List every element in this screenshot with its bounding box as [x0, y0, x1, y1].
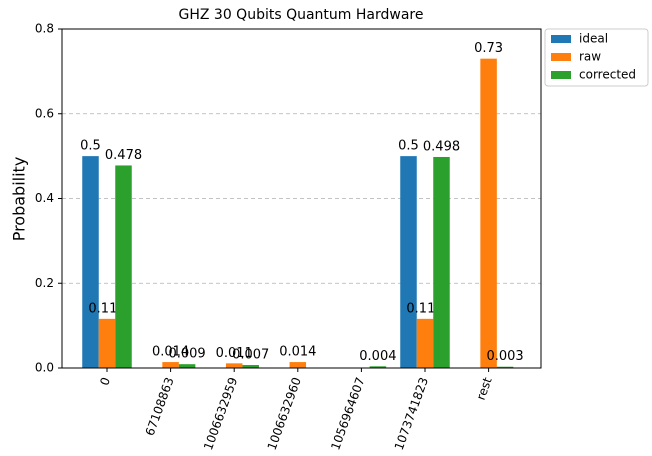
legend-label: corrected: [579, 68, 636, 82]
bar: [480, 58, 497, 368]
x-tick-label: 0: [97, 375, 113, 387]
legend-label: ideal: [579, 32, 608, 46]
x-tick-label: 1006632959: [201, 375, 240, 452]
plot-frame: [61, 28, 542, 369]
y-tick-label: 0.6: [35, 106, 54, 120]
data-label: 0.007: [232, 348, 269, 363]
x-tick-label: 1056964607: [328, 375, 367, 452]
x-tick-label: 1073741823: [392, 375, 431, 452]
bar: [115, 165, 132, 368]
data-label: 0.73: [474, 41, 503, 56]
x-tick-label: 67108863: [143, 375, 177, 437]
data-label: 0.5: [398, 139, 419, 154]
legend-label: raw: [579, 50, 601, 64]
bar: [162, 362, 179, 368]
data-label: 0.003: [486, 349, 523, 364]
y-tick-label: 0.2: [35, 276, 54, 290]
bar: [225, 363, 243, 368]
data-label: 0.011: [216, 346, 253, 361]
chart-title: GHZ 30 Qubits Quantum Hardware: [179, 7, 424, 23]
data-label: 0.498: [423, 139, 460, 154]
data-label: 0.004: [359, 349, 396, 364]
legend-swatch: [551, 35, 571, 43]
data-label: 0.478: [105, 148, 142, 163]
bar: [98, 318, 116, 368]
y-tick-label: 0.8: [35, 22, 54, 36]
bar: [400, 156, 417, 368]
legend-swatch: [551, 53, 571, 61]
y-axis-label: Probability: [10, 157, 29, 242]
x-tick-label: rest: [474, 375, 495, 402]
legend-swatch: [551, 71, 571, 79]
data-label: 0.009: [168, 347, 205, 362]
bar: [433, 156, 450, 368]
bar: [496, 366, 514, 368]
data-label: 0.014: [279, 345, 316, 360]
bar: [178, 364, 196, 368]
y-tick-label: 0.0: [35, 361, 54, 375]
bar: [242, 365, 259, 368]
data-label: 0.014: [152, 345, 189, 360]
bar: [82, 156, 99, 368]
bar: [416, 318, 434, 368]
x-tick-label: 1006632960: [265, 375, 304, 452]
y-tick-label: 0.4: [35, 191, 54, 205]
data-label: 0.5: [80, 139, 101, 154]
bar: [289, 362, 307, 368]
bar: [369, 366, 387, 368]
